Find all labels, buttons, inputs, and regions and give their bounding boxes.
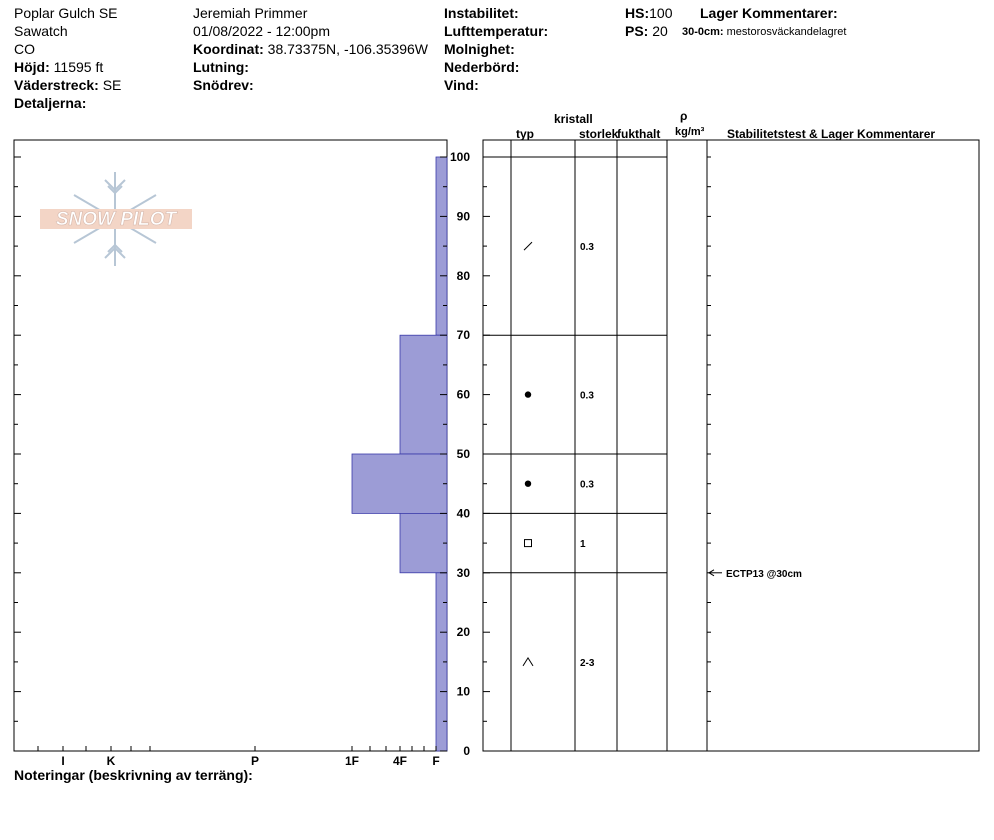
ps-value: 20 [652,23,668,39]
y-tick-label: 100 [450,150,470,164]
grain-size-label: 2-3 [580,658,595,669]
ps-label: PS: [625,23,649,39]
column-moisture: fukthalt [617,127,661,141]
y-tick-label: 80 [457,269,471,283]
grain-size-label: 0.3 [580,480,594,491]
layer-comment-text: mestorosväckandelagret [726,26,847,38]
y-tick-label: 70 [457,328,471,342]
elevation-value: 11595 ft [53,59,104,75]
air-temp-label: Lufttemperatur: [444,23,549,39]
grain-faceted-icon [524,539,532,548]
wind-loading-label: Snödrev: [193,77,254,93]
y-tick-label: 0 [463,744,470,758]
y-tick-label: 40 [457,506,471,520]
aspect-label: Väderstreck: [14,77,99,93]
hardness-bar [351,453,448,514]
y-tick-label: 30 [457,566,471,580]
cloud-label: Molnighet: [444,41,515,57]
observation-datetime: 01/08/2022 - 12:00pm [193,23,330,39]
column-stability: Stabilitetstest & Lager Kommentarer [727,127,936,141]
location-name: Poplar Gulch SE [14,5,118,21]
grain-rounded-icon [524,480,532,487]
column-crystal: kristall [554,112,593,126]
hs-label: HS: [625,5,650,21]
layer-comment: 30-0cm: mestorosväckandelagret [682,23,846,41]
instability-label: Instabilitet: [444,5,519,21]
hardness-label: 4F [393,754,407,768]
column-density-unit: kg/m³ [675,126,705,138]
hs: HS:100 [625,4,672,22]
elevation: Höjd: 11595 ft [14,58,103,76]
column-rho: ρ [680,109,688,123]
grain-size-label: 0.3 [580,391,594,402]
y-tick-label: 10 [457,685,471,699]
precip-label: Nederbörd: [444,59,520,75]
layer-comments-label: Lager Kommentarer: [700,5,838,21]
grain-depth-hoar-icon [522,656,534,667]
y-tick-label: 20 [457,625,471,639]
y-tick-label: 90 [457,209,471,223]
column-size: storlek [579,127,619,141]
slope-label: Lutning: [193,59,249,75]
grain-size-label: 0.3 [580,242,594,253]
layer-comment-range: 30-0cm: [682,26,724,38]
y-tick-label: 50 [457,447,471,461]
ps: PS: 20 [625,22,668,40]
hardness-plot-frame [13,139,448,752]
stability-test-label: ECTP13 @30cm [726,569,802,580]
hardness-label: I [61,754,64,768]
grain-table-frame [482,139,980,752]
observer-name: Jeremiah Primmer [193,5,308,21]
elevation-label: Höjd: [14,59,50,75]
hardness-label: K [107,754,116,768]
aspect-value: SE [102,77,122,93]
wind-label: Vind: [444,77,479,93]
hardness-bar [399,513,448,574]
hardness-label: F [432,754,439,768]
hs-value: 100 [649,5,673,21]
state: CO [14,41,35,57]
mountain-range: Sawatch [14,23,68,39]
y-tick-label: 60 [457,388,471,402]
aspect: Väderstreck: SE [14,76,121,94]
grain-size-label: 1 [580,539,586,550]
hardness-label: 1F [345,754,359,768]
notes-label: Noteringar (beskrivning av terräng): [14,767,253,783]
column-type: typ [516,127,534,141]
grain-decomposing-icon [523,241,533,251]
coordinates-label: Koordinat: [193,41,264,57]
coordinates: Koordinat: 38.73375N, -106.35396W [193,40,428,58]
stability-arrow-icon [708,569,715,577]
details-label: Detaljerna: [14,95,87,111]
coordinates-value: 38.73375N, -106.35396W [267,41,428,57]
hardness-label: P [251,754,259,768]
hardness-bar [399,334,448,455]
grain-rounded-icon [524,391,532,398]
